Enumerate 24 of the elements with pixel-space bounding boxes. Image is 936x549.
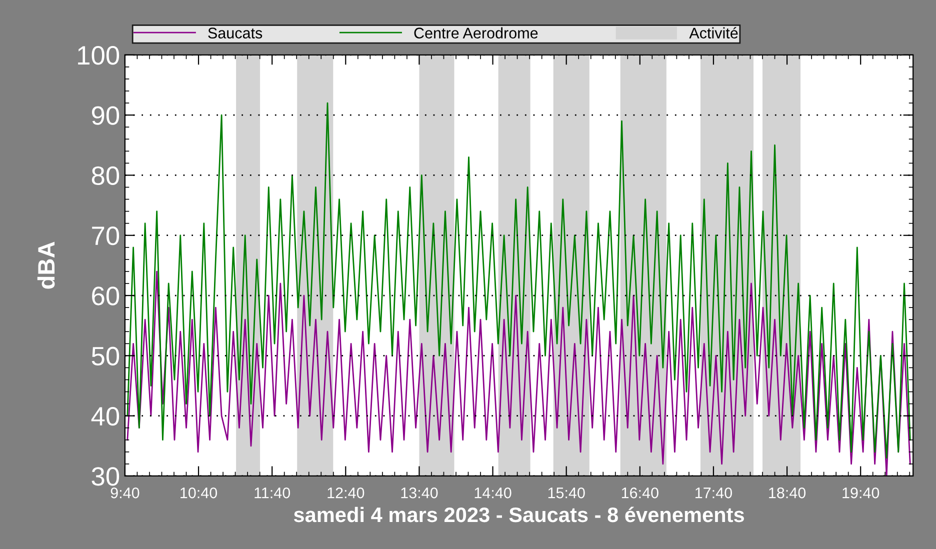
y-tick-label: 90 <box>92 106 120 125</box>
y-tick-label: 40 <box>91 406 120 426</box>
x-tick-label: 14:40 <box>474 488 512 498</box>
y-tick-label: 80 <box>92 166 120 186</box>
y-tick-label: 50 <box>92 346 120 366</box>
y-tick-label: 70 <box>92 226 120 246</box>
y-tick-label: 60 <box>92 286 120 306</box>
x-tick-label: 18:40 <box>769 488 806 498</box>
legend-label: Activité <box>689 27 738 39</box>
x-tick-label: 10:40 <box>180 488 218 498</box>
x-axis-title: samedi 4 mars 2023 - Saucats - 8 évenements <box>294 506 744 522</box>
legend-label: Saucats <box>208 28 262 39</box>
legend-label: Centre Aerodrome <box>414 27 538 39</box>
y-tick-label: 30 <box>92 467 120 486</box>
x-tick-label: 17:40 <box>696 488 732 498</box>
x-tick-label: 15:40 <box>548 488 585 498</box>
x-tick-label: 9:40 <box>110 488 140 498</box>
x-tick-label: 11:40 <box>254 488 290 498</box>
y-axis-title: dBA <box>37 242 55 289</box>
x-tick-label: 12:40 <box>328 488 364 498</box>
y-tick-label: 100 <box>78 46 120 65</box>
x-tick-label: 13:40 <box>401 488 438 498</box>
x-tick-label: 19:40 <box>842 488 880 498</box>
x-tick-label: 16:40 <box>622 488 658 498</box>
